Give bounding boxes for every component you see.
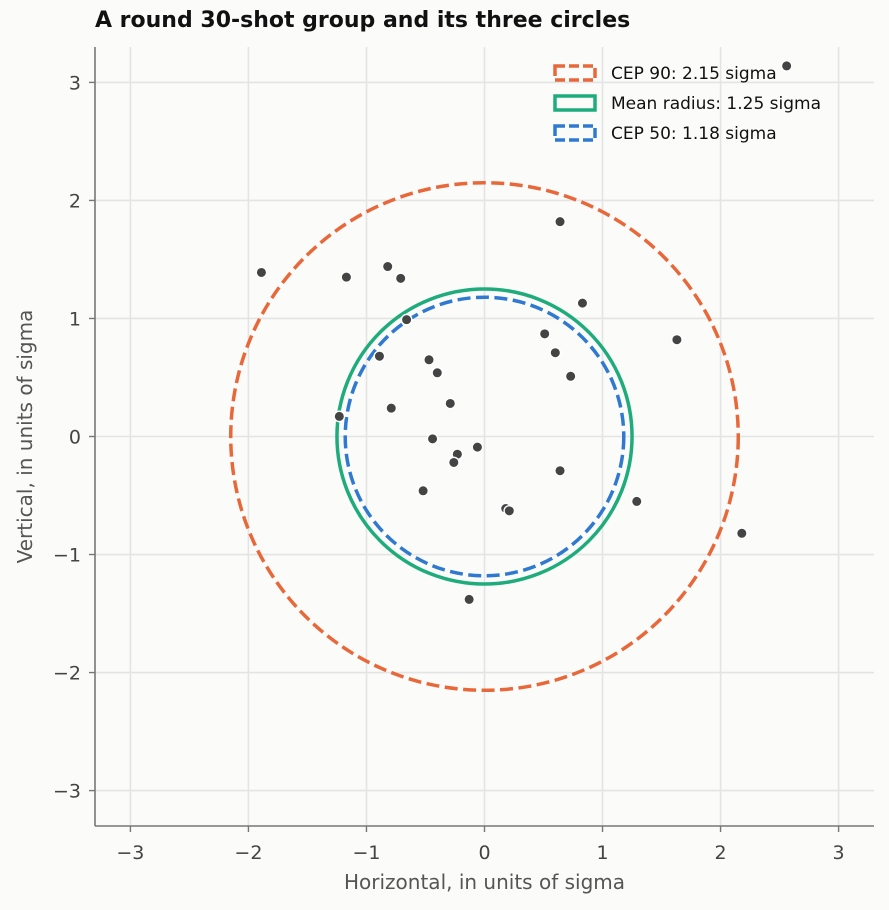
data-point xyxy=(630,495,643,508)
data-point xyxy=(333,410,346,423)
data-point xyxy=(780,59,793,72)
y-tick-label: 2 xyxy=(69,190,81,212)
chart-title: A round 30-shot group and its three circ… xyxy=(95,8,631,33)
data-point xyxy=(538,327,551,340)
x-tick-label: 1 xyxy=(596,842,608,864)
x-tick-label: −2 xyxy=(234,842,262,864)
y-tick-label: 1 xyxy=(69,308,81,330)
data-point xyxy=(564,370,577,383)
legend-swatch-2 xyxy=(553,124,597,142)
legend-swatch-1 xyxy=(553,94,597,112)
legend-label-2: CEP 50: 1.18 sigma xyxy=(611,124,777,144)
legend-label-1: Mean radius: 1.25 sigma xyxy=(611,94,821,114)
data-point xyxy=(471,441,484,454)
legend: CEP 90: 2.15 sigma Mean radius: 1.25 sigm… xyxy=(553,64,821,144)
data-point xyxy=(423,353,435,366)
data-point xyxy=(426,432,439,445)
x-axis-label: Horizontal, in units of sigma xyxy=(344,870,625,894)
data-point xyxy=(385,402,398,415)
circle-0 xyxy=(228,180,741,693)
data-point xyxy=(554,464,566,477)
data-point xyxy=(447,456,460,469)
data-point xyxy=(381,260,394,273)
x-tick-label: −3 xyxy=(116,842,144,864)
y-tick-label: 0 xyxy=(69,427,81,449)
grid xyxy=(95,47,874,826)
data-point xyxy=(576,297,589,310)
data-point xyxy=(417,484,430,497)
circles-layer xyxy=(228,180,741,693)
legend-swatch-0 xyxy=(553,64,597,82)
legend-label-0: CEP 90: 2.15 sigma xyxy=(611,64,777,84)
y-tick-label: −3 xyxy=(53,781,81,803)
data-point xyxy=(400,313,413,326)
data-point xyxy=(735,527,748,540)
data-point xyxy=(255,266,268,279)
circle-1 xyxy=(335,287,634,586)
y-tick-label: −2 xyxy=(53,663,81,685)
data-point xyxy=(394,272,407,285)
data-point xyxy=(554,215,566,228)
x-tick-label: −1 xyxy=(352,842,380,864)
x-tick-label: 3 xyxy=(833,842,845,864)
y-tick-label: −1 xyxy=(53,545,81,567)
tick-labels: −3 −2 −1 0 1 2 3 −3 −2 −1 0 1 2 3 xyxy=(53,72,845,864)
points-layer xyxy=(255,59,793,606)
data-point xyxy=(340,271,353,284)
data-point xyxy=(503,504,516,517)
circle-2 xyxy=(343,295,626,578)
data-point xyxy=(444,397,457,410)
data-point xyxy=(373,350,386,363)
data-point xyxy=(549,346,562,359)
y-tick-label: 3 xyxy=(69,72,81,94)
y-axis-label: Vertical, in units of sigma xyxy=(13,310,37,564)
data-point xyxy=(431,366,444,379)
x-tick-label: 2 xyxy=(715,842,727,864)
data-point xyxy=(463,593,476,606)
data-point xyxy=(670,333,683,346)
x-tick-label: 0 xyxy=(478,842,490,864)
